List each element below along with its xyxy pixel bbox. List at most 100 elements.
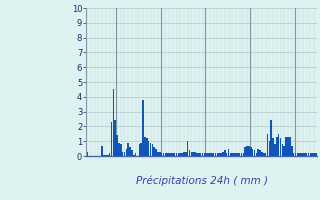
Bar [168,153,170,156]
Bar [309,153,311,156]
Bar [276,137,278,156]
Bar [152,144,153,156]
Bar [243,153,244,156]
Bar [261,152,263,156]
Bar [244,147,246,156]
Bar [118,143,120,156]
Bar [140,143,142,156]
Bar [194,152,196,156]
Bar [291,146,292,156]
Bar [191,152,192,156]
Bar [297,153,298,156]
Bar [298,153,300,156]
Bar [205,153,207,156]
Bar [239,153,241,156]
Bar [265,153,267,156]
Bar [101,146,103,156]
Bar [115,120,116,156]
Bar [204,153,205,156]
Bar [157,152,159,156]
Bar [230,153,231,156]
Bar [187,141,188,156]
Bar [222,152,224,156]
Bar [315,153,317,156]
Bar [237,153,239,156]
Bar [304,153,306,156]
Bar [122,152,124,156]
Bar [302,153,304,156]
Bar [144,137,146,156]
Bar [163,153,164,156]
Bar [284,146,285,156]
Bar [180,153,181,156]
Bar [241,153,242,156]
Bar [233,153,235,156]
Bar [146,138,148,156]
Bar [86,152,88,156]
Bar [231,153,233,156]
Bar [258,149,259,156]
Bar [159,152,161,156]
Bar [129,147,131,156]
Bar [226,153,228,156]
Bar [202,153,203,156]
Bar [164,153,166,156]
Bar [109,153,110,156]
Bar [172,153,173,156]
Bar [289,137,291,156]
Bar [274,144,276,156]
Bar [215,153,216,156]
Bar [125,149,127,156]
Bar [174,153,175,156]
Bar [267,134,268,156]
Bar [313,153,315,156]
Bar [217,153,218,156]
Bar [220,153,222,156]
Bar [176,153,177,156]
Bar [139,144,140,156]
Bar [155,149,157,156]
Bar [124,152,125,156]
Bar [113,89,114,156]
Bar [170,153,172,156]
Bar [278,134,279,156]
Bar [107,155,108,156]
Bar [248,146,250,156]
Bar [252,149,253,156]
Bar [200,153,202,156]
Bar [213,153,214,156]
Bar [105,155,107,156]
Bar [228,149,229,156]
Bar [287,137,289,156]
Bar [272,138,274,156]
Bar [142,100,144,156]
Bar [285,137,287,156]
Bar [280,138,281,156]
Bar [219,153,220,156]
Bar [196,153,198,156]
Bar [178,153,179,156]
Bar [306,153,308,156]
Bar [127,143,129,156]
Bar [235,153,237,156]
Bar [120,144,122,156]
Bar [131,150,133,156]
Bar [209,153,211,156]
Bar [211,153,212,156]
Bar [263,153,265,156]
Bar [183,152,185,156]
Bar [166,153,168,156]
Bar [135,153,136,156]
Bar [116,135,118,156]
Bar [111,122,112,156]
Bar [207,153,209,156]
Bar [189,150,190,156]
Bar [282,144,283,156]
Bar [268,141,270,156]
Bar [293,153,294,156]
Bar [256,153,257,156]
Bar [153,147,155,156]
Bar [133,155,135,156]
Bar [185,152,187,156]
Bar [259,150,261,156]
